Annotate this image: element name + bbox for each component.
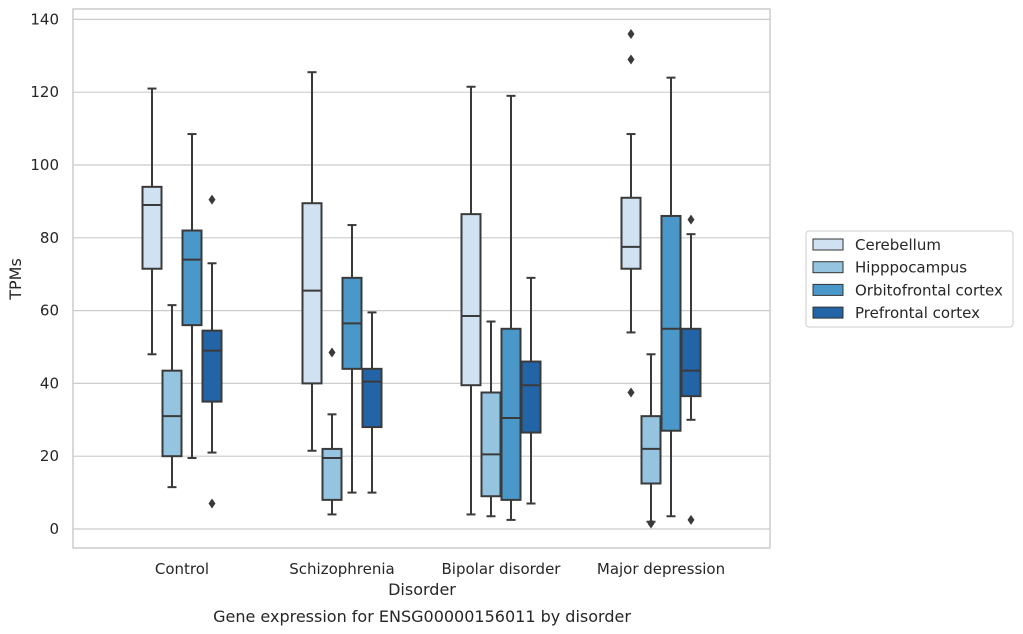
box-body bbox=[620, 196, 642, 270]
legend-swatch bbox=[812, 283, 844, 296]
box-body bbox=[361, 367, 383, 429]
y-tick-labels: 0 20 40 60 80 100 120 140 bbox=[30, 10, 59, 538]
box-body bbox=[480, 391, 502, 498]
chart-title: Gene expression for ENSG00000156011 by d… bbox=[213, 607, 631, 626]
box-2-1 bbox=[341, 224, 363, 494]
outlier-point bbox=[687, 214, 695, 225]
box-body bbox=[141, 185, 163, 270]
y-tick-label: 40 bbox=[40, 374, 59, 392]
box-1-3 bbox=[640, 353, 662, 529]
box-body bbox=[321, 447, 343, 501]
y-axis-label: TPMs bbox=[6, 258, 25, 301]
y-tick-label: 120 bbox=[30, 83, 59, 101]
legend-swatch bbox=[812, 306, 844, 319]
box-3-3 bbox=[680, 214, 702, 525]
outlier-point bbox=[627, 387, 635, 398]
box-body bbox=[161, 369, 183, 458]
y-tick-label: 140 bbox=[30, 10, 59, 28]
outlier-point bbox=[208, 194, 216, 205]
box-body bbox=[520, 360, 542, 434]
legend-frame bbox=[805, 230, 1014, 328]
legend-label: Prefrontal cortex bbox=[855, 304, 980, 322]
y-tick-label: 60 bbox=[40, 302, 59, 320]
box-3-2 bbox=[520, 276, 542, 505]
legend-swatch bbox=[812, 261, 844, 274]
x-axis-label: Disorder bbox=[388, 580, 456, 599]
box-0-2 bbox=[460, 85, 482, 516]
x-tick-label: Schizophrenia bbox=[289, 560, 394, 578]
x-tick-label: Bipolar disorder bbox=[442, 560, 562, 578]
y-tick-label: 80 bbox=[40, 229, 59, 247]
legend: Cerebellum Hipppocampus Orbitofrontal cort… bbox=[805, 230, 1014, 328]
box-2-2 bbox=[500, 94, 522, 521]
y-tick-label: 20 bbox=[40, 447, 59, 465]
outlier-point bbox=[647, 518, 655, 529]
box-1-1 bbox=[321, 347, 343, 516]
x-tick-label: Control bbox=[155, 560, 209, 578]
x-tick-label: Major depression bbox=[597, 560, 725, 578]
legend-swatch bbox=[812, 238, 844, 251]
x-tick-labels: Control Schizophrenia Bipolar disorder Majo… bbox=[155, 560, 725, 578]
box-0-1 bbox=[301, 71, 323, 452]
box-body bbox=[460, 213, 482, 387]
legend-label: Cerebellum bbox=[855, 236, 941, 254]
plot-frame bbox=[72, 8, 771, 549]
box-0-3 bbox=[620, 28, 642, 398]
box-3-0 bbox=[201, 194, 223, 509]
box-0-0 bbox=[141, 87, 163, 356]
box-body bbox=[680, 327, 702, 398]
y-tick-label: 0 bbox=[49, 520, 59, 538]
box-body bbox=[500, 327, 522, 501]
legend-label: Hipppocampus bbox=[855, 259, 967, 277]
box-2-3 bbox=[660, 76, 682, 518]
outlier-point bbox=[687, 514, 695, 525]
box-2-0 bbox=[181, 133, 203, 460]
outlier-point bbox=[627, 54, 635, 65]
box-body bbox=[201, 329, 223, 403]
legend-label: Orbitofrontal cortex bbox=[855, 281, 1003, 299]
box-1-0 bbox=[161, 304, 183, 489]
box-body bbox=[301, 202, 323, 385]
outlier-point bbox=[627, 28, 635, 39]
box-3-1 bbox=[361, 311, 383, 494]
outlier-point bbox=[328, 347, 336, 358]
box-layer bbox=[141, 28, 702, 529]
box-body bbox=[660, 214, 682, 432]
y-tick-label: 100 bbox=[30, 156, 59, 174]
outlier-point bbox=[208, 498, 216, 509]
box-body bbox=[181, 229, 203, 327]
